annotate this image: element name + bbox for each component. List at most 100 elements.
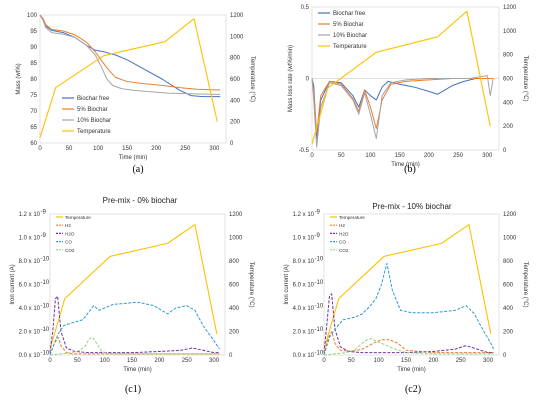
x-tick-label: 200 bbox=[151, 146, 162, 152]
y2-tick-label: 200 bbox=[230, 120, 241, 126]
y2-tick-label: 1000 bbox=[503, 29, 517, 35]
y2-tick-label: 400 bbox=[503, 100, 514, 106]
series-line-h2o bbox=[49, 295, 220, 354]
y-tick-exponent: -10 bbox=[315, 280, 324, 286]
y2-tick-label: 1200 bbox=[503, 212, 517, 218]
chart-title: Pre-mix - 0% biochar bbox=[103, 196, 178, 205]
y-tick-label: 6.0 x 10 bbox=[293, 283, 315, 289]
legend-entry: H2 bbox=[339, 223, 345, 228]
y2-axis-label: Temperature (°C) bbox=[522, 261, 528, 307]
legend-entry: Temperature bbox=[77, 129, 111, 135]
legend-entry: 10% Biochar bbox=[333, 33, 367, 39]
y-tick-label: 1.2 x 10 bbox=[293, 212, 315, 218]
x-tick-label: 300 bbox=[483, 358, 494, 364]
series-line-co2 bbox=[49, 336, 220, 356]
x-tick-label: 50 bbox=[66, 146, 73, 152]
y2-tick-label: 1200 bbox=[503, 5, 517, 11]
series-line-co bbox=[49, 301, 220, 356]
y-tick-exponent: -10 bbox=[315, 304, 324, 310]
legend-entry: H2O bbox=[65, 231, 75, 236]
legend-entry: CO bbox=[339, 240, 346, 245]
y-tick-exponent: -10 bbox=[41, 257, 50, 263]
x-tick-label: 150 bbox=[122, 146, 133, 152]
y2-tick-label: 800 bbox=[230, 56, 241, 62]
y-tick-label: 8.0 x 10 bbox=[293, 259, 315, 265]
y2-tick-label: 800 bbox=[229, 259, 240, 265]
x-tick-label: 0 bbox=[310, 153, 314, 159]
legend-entry: Temperature bbox=[65, 215, 91, 220]
y2-tick-label: 200 bbox=[503, 330, 514, 336]
x-tick-label: 150 bbox=[395, 153, 406, 159]
x-tick-label: 100 bbox=[93, 146, 104, 152]
y2-axis-label: Temperature (°C) bbox=[522, 55, 528, 101]
plot-area-c1 bbox=[49, 213, 226, 356]
chart-panel-b: 0 50 100 150 200 250 300-0.500.502004006008001… bbox=[288, 5, 528, 175]
y-tick-label: -0.5 bbox=[299, 148, 310, 154]
y-tick-label: 85 bbox=[30, 61, 37, 67]
x-tick-label: 300 bbox=[209, 146, 220, 152]
x-tick-label: 200 bbox=[428, 358, 439, 364]
y2-tick-label: 0 bbox=[503, 353, 507, 359]
series-line-temperature bbox=[49, 224, 218, 350]
y-axis-label: Mass loss rate (wt%/min) bbox=[288, 45, 294, 112]
y2-tick-label: 0 bbox=[230, 141, 234, 147]
y-tick-exponent: -10 bbox=[315, 327, 324, 333]
y2-tick-label: 800 bbox=[503, 53, 514, 59]
y-tick-label: 1.0 x 10 bbox=[19, 236, 41, 242]
legend-entry: Biochar free bbox=[333, 11, 366, 17]
series-line-10-biochar bbox=[311, 75, 494, 148]
series-line-biochar-free bbox=[311, 78, 494, 140]
panel-label: (c1) bbox=[125, 384, 141, 395]
x-axis-label: Time (min) bbox=[397, 367, 425, 373]
y-tick-exponent: -9 bbox=[41, 233, 47, 239]
series-line-h2o bbox=[323, 293, 494, 354]
y-tick-exponent: -9 bbox=[315, 233, 321, 239]
series-line-10-biochar bbox=[39, 14, 221, 95]
y-tick-label: 60 bbox=[30, 141, 37, 147]
y2-tick-label: 200 bbox=[503, 124, 514, 130]
y-tick-exponent: -10 bbox=[41, 351, 50, 357]
y-tick-exponent: -10 bbox=[41, 327, 50, 333]
y2-tick-label: 600 bbox=[229, 283, 240, 289]
legend-entry: 5% Biochar bbox=[333, 22, 364, 28]
series-line-temperature bbox=[39, 18, 218, 138]
y2-tick-label: 1200 bbox=[230, 13, 244, 19]
x-tick-label: 50 bbox=[338, 153, 345, 159]
panel-label: (a) bbox=[132, 164, 143, 175]
x-tick-label: 300 bbox=[482, 153, 493, 159]
series-line-co2 bbox=[323, 338, 494, 356]
x-tick-label: 200 bbox=[154, 358, 165, 364]
x-tick-label: 150 bbox=[127, 358, 138, 364]
y-tick-exponent: -10 bbox=[315, 257, 324, 263]
series-line-5-biochar bbox=[39, 14, 221, 91]
plot-area-a bbox=[39, 14, 227, 144]
y2-tick-label: 0 bbox=[229, 353, 233, 359]
y-axis-label: Iron current (A) bbox=[284, 264, 290, 304]
series-line-5-biochar bbox=[311, 78, 494, 134]
y2-tick-label: 400 bbox=[229, 306, 240, 312]
x-tick-label: 300 bbox=[209, 358, 220, 364]
y-tick-label: 0 bbox=[306, 77, 310, 83]
x-tick-label: 250 bbox=[453, 153, 464, 159]
y-axis-label: Iron current (A) bbox=[10, 264, 16, 304]
y-tick-label: 1.2 x 10 bbox=[19, 212, 41, 218]
x-tick-label: 0 bbox=[38, 146, 42, 152]
x-tick-label: 250 bbox=[456, 358, 467, 364]
y2-tick-label: 800 bbox=[503, 259, 514, 265]
y-tick-label: 100 bbox=[27, 13, 38, 19]
y-tick-label: 65 bbox=[30, 125, 37, 131]
y-tick-exponent: -10 bbox=[41, 280, 50, 286]
y-tick-label: 4.0 x 10 bbox=[293, 306, 315, 312]
legend-entry: Temperature bbox=[333, 44, 367, 50]
series-line-temperature bbox=[311, 10, 491, 145]
legend-entry: H2O bbox=[339, 231, 349, 236]
panel-label: (c2) bbox=[405, 384, 421, 395]
y-tick-label: 2.0 x 10 bbox=[19, 330, 41, 336]
y2-tick-label: 600 bbox=[503, 283, 514, 289]
y2-tick-label: 1000 bbox=[503, 236, 517, 242]
x-tick-label: 0 bbox=[322, 358, 326, 364]
y-tick-label: 70 bbox=[30, 109, 37, 115]
legend-entry: 5% Biochar bbox=[77, 107, 108, 113]
